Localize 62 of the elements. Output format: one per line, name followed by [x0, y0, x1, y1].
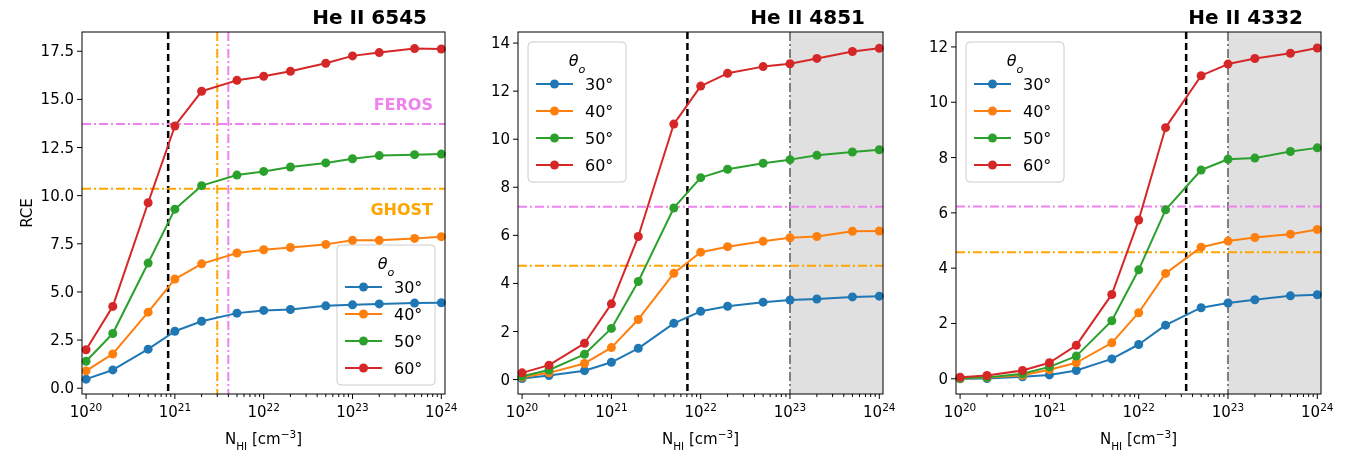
- y-tick-label: 15.0: [40, 90, 74, 109]
- y-tick-label: 0.0: [50, 379, 74, 398]
- chart-title: He II 6545: [312, 5, 427, 29]
- y-tick-label: 6: [500, 226, 510, 245]
- y-tick-label: 2: [938, 314, 948, 333]
- legend-title: θ$_{o}$: [568, 51, 586, 76]
- ref-line-label: GHOST: [370, 199, 434, 219]
- x-tick-label: 10$^{21}$: [1033, 401, 1066, 421]
- legend-label: 40°: [394, 305, 423, 324]
- y-tick-label: 17.5: [40, 42, 74, 61]
- x-tick-label: 10$^{23}$: [773, 401, 807, 421]
- ref-line-label: FEROS: [373, 95, 433, 115]
- legend-label: 40°: [585, 102, 614, 121]
- legend-label: 30°: [585, 75, 614, 94]
- x-tick-label: 10$^{21}$: [595, 401, 628, 421]
- y-tick-label: 4: [500, 274, 510, 293]
- y-tick-label: 10: [928, 93, 948, 112]
- y-tick-label: 4: [938, 259, 948, 278]
- x-tick-label: 10$^{24}$: [863, 401, 896, 421]
- x-tick-label: 10$^{22}$: [1122, 401, 1155, 421]
- x-tick-label: 10$^{21}$: [158, 401, 192, 421]
- legend-title: θ$_{o}$: [1006, 51, 1024, 76]
- x-tick-label: 10$^{23}$: [336, 401, 369, 421]
- x-tick-label: 10$^{20}$: [505, 401, 539, 421]
- x-tick-label: 10$^{22}$: [684, 401, 717, 421]
- legend-label: 30°: [394, 278, 423, 297]
- legend-label: 40°: [1023, 102, 1052, 121]
- x-tick-label: 10$^{22}$: [247, 401, 280, 421]
- legend-label: 50°: [585, 129, 614, 148]
- x-tick-label: 10$^{24}$: [1301, 401, 1334, 421]
- y-tick-label: 10.0: [40, 186, 74, 205]
- x-tick-label: 10$^{23}$: [1211, 401, 1245, 421]
- y-tick-label: 8: [500, 178, 510, 197]
- y-axis-title: RCE: [18, 198, 36, 228]
- y-tick-label: 10: [490, 130, 510, 149]
- legend-label: 50°: [1023, 129, 1052, 148]
- legend-label: 60°: [585, 156, 614, 175]
- legend-title: θ$_{o}$: [377, 254, 395, 279]
- y-tick-label: 8: [938, 148, 948, 167]
- x-axis-title: N$_{HI}$ [cm$^{−3}$]: [1099, 428, 1178, 452]
- x-tick-label: 10$^{24}$: [425, 401, 458, 421]
- x-axis-title: N$_{HI}$ [cm$^{−3}$]: [224, 428, 303, 452]
- y-tick-label: 2: [500, 322, 510, 341]
- legend-label: 50°: [394, 332, 423, 351]
- legend-label: 30°: [1023, 75, 1052, 94]
- y-tick-label: 2.5: [50, 331, 74, 350]
- chart-title: He II 4332: [1188, 5, 1303, 29]
- x-tick-label: 10$^{20}$: [943, 401, 977, 421]
- x-axis-title: N$_{HI}$ [cm$^{−3}$]: [661, 428, 740, 452]
- legend-label: 60°: [394, 359, 423, 378]
- x-tick-label: 10$^{20}$: [69, 401, 103, 421]
- y-tick-label: 0: [500, 370, 510, 389]
- y-tick-label: 14: [490, 34, 510, 53]
- y-tick-label: 6: [938, 203, 948, 222]
- chart-title: He II 4851: [750, 5, 865, 29]
- y-tick-label: 0: [938, 369, 948, 388]
- y-tick-label: 7.5: [50, 234, 74, 253]
- legend-label: 60°: [1023, 156, 1052, 175]
- y-tick-label: 5.0: [50, 282, 74, 301]
- y-tick-label: 12: [928, 37, 948, 56]
- y-tick-label: 12.5: [40, 138, 74, 157]
- y-tick-label: 12: [490, 82, 510, 101]
